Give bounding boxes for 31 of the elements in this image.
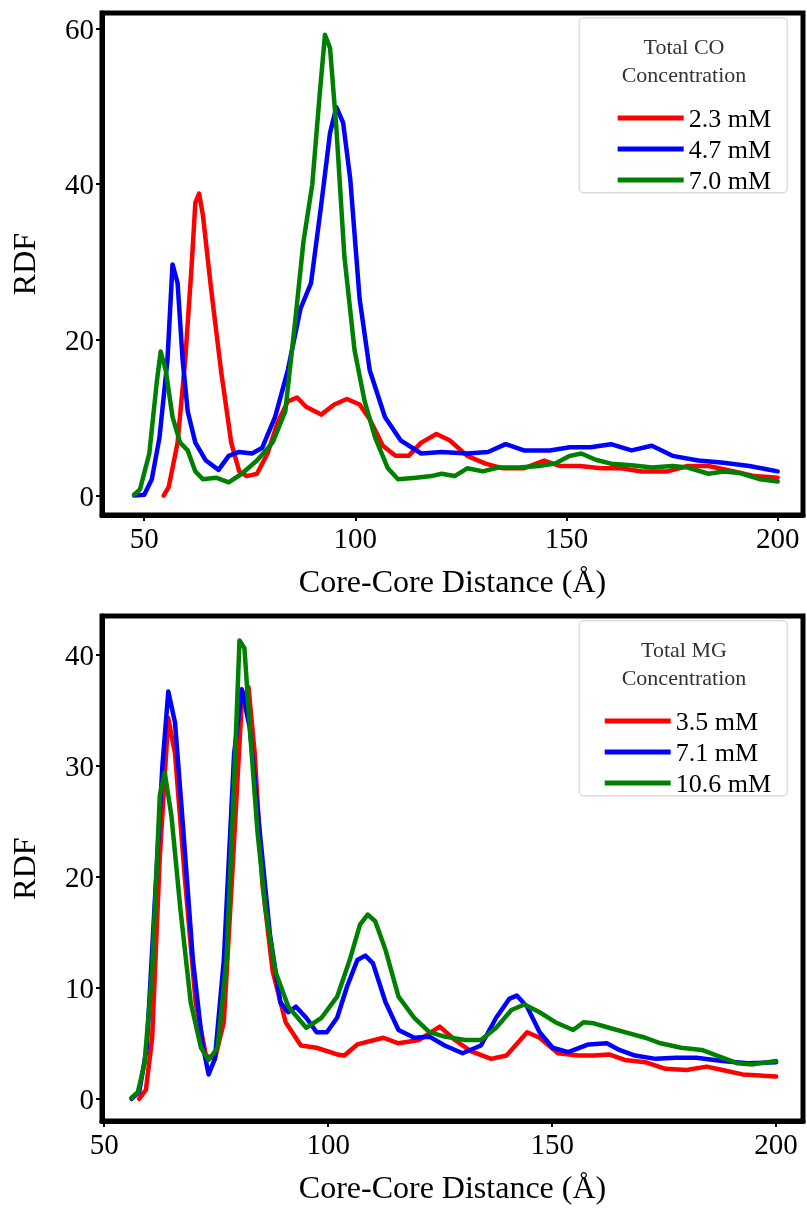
x-axis-title: Core-Core Distance (Å) (298, 1169, 607, 1205)
x-tick-label: 50 (129, 521, 159, 554)
x-tick-label: 200 (754, 1127, 798, 1160)
legend-label: 7.0 mM (688, 165, 771, 195)
y-tick-label: 0 (79, 479, 94, 512)
x-tick-label: 150 (544, 521, 589, 554)
legend-label: 2.3 mM (688, 103, 771, 133)
legend-label: 3.5 mM (675, 706, 758, 736)
legend-title: Total CO Concentration (621, 33, 747, 87)
legend-label: 7.1 mM (675, 737, 758, 767)
y-tick-label: 20 (65, 860, 94, 893)
y-tick-label: 60 (65, 12, 94, 45)
x-tick-label: 50 (89, 1127, 119, 1160)
line-series (131, 32, 780, 498)
x-tick-label: 200 (755, 521, 800, 554)
x-axis-title: Core-Core Distance (Å) (298, 563, 607, 599)
x-tick-label: 100 (306, 1127, 350, 1160)
y-tick-label: 0 (79, 1082, 94, 1115)
y-tick-label: 40 (65, 168, 94, 201)
y-tick-label: 20 (65, 323, 94, 356)
y-tick-label: 10 (65, 971, 94, 1004)
legend-label: 10.6 mM (675, 768, 771, 798)
y-axis-title: RDF (6, 232, 42, 296)
legend-title: Total MG Concentration (621, 636, 747, 690)
y-tick-label: 40 (65, 638, 94, 671)
y-tick-label: 30 (65, 749, 94, 782)
x-tick-label: 150 (530, 1127, 574, 1160)
x-tick-label: 100 (333, 521, 378, 554)
line-series (131, 104, 780, 498)
legend-label: 4.7 mM (688, 134, 771, 164)
y-axis-title: RDF (6, 837, 42, 900)
